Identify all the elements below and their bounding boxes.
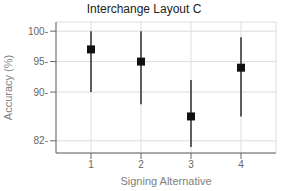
svg-text:1: 1	[88, 159, 94, 170]
svg-text:90-: 90-	[34, 87, 48, 98]
svg-text:4: 4	[238, 159, 244, 170]
svg-text:100-: 100-	[28, 26, 48, 37]
svg-text:Signing Alternative: Signing Alternative	[120, 175, 211, 187]
svg-text:Accuracy (%): Accuracy (%)	[8, 55, 14, 120]
html-text:Interchange Layout C: Interchange Layout C	[86, 2, 202, 16]
svg-text:3: 3	[188, 159, 194, 170]
svg-text:82-: 82-	[34, 135, 48, 146]
svg-text:2: 2	[138, 159, 144, 170]
svg-text:95-: 95-	[34, 56, 48, 67]
